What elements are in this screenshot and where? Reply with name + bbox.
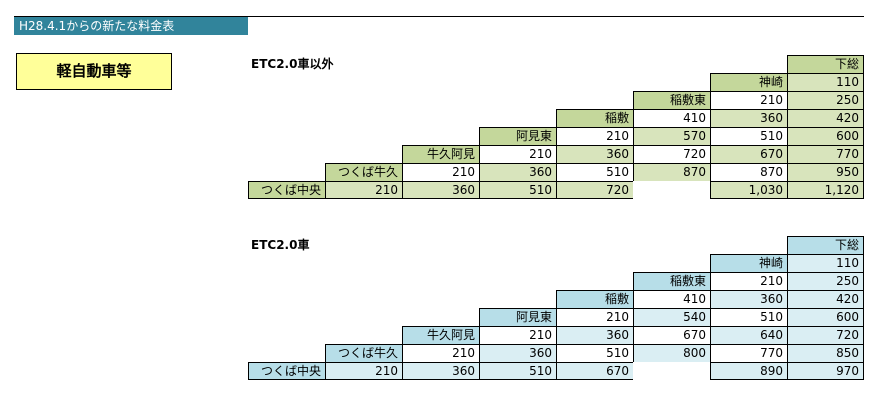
fare-cell: 410 [633, 290, 710, 308]
fare-cell: 670 [556, 362, 633, 380]
table-title-etc2: ETC2.0車 [251, 238, 310, 252]
vehicle-class-box: 軽自動車等 [16, 53, 172, 90]
fare-cell: 420 [787, 290, 864, 308]
fare-cell: 360 [710, 290, 787, 308]
station-label: 稲敷東 [633, 272, 710, 290]
station-label: 阿見東 [479, 127, 556, 145]
station-label: 稲敷 [556, 109, 633, 127]
fare-cell: 410 [633, 109, 710, 127]
top-rule [14, 16, 864, 17]
fare-cell: 360 [479, 163, 556, 181]
station-label: 下総 [787, 236, 864, 254]
station-label: 下総 [787, 55, 864, 73]
fare-cell: 720 [787, 326, 864, 344]
fare-cell: 570 [633, 127, 710, 145]
fare-cell: 770 [787, 145, 864, 163]
fare-cell: 360 [479, 344, 556, 362]
fare-cell: 210 [325, 362, 402, 380]
fare-cell: 1,030 [710, 181, 787, 199]
station-label: 稲敷東 [633, 91, 710, 109]
fare-cell: 250 [787, 272, 864, 290]
fare-cell: 420 [787, 109, 864, 127]
fare-cell: 510 [710, 127, 787, 145]
fare-cell: 600 [787, 127, 864, 145]
fare-cell: 210 [479, 145, 556, 163]
station-label: つくば中央 [248, 362, 325, 380]
fare-cell: 950 [787, 163, 864, 181]
fare-cell: 510 [556, 163, 633, 181]
station-label: 牛久阿見 [402, 326, 479, 344]
fare-cell: 510 [710, 308, 787, 326]
station-label: 稲敷 [556, 290, 633, 308]
fare-cell: 1,120 [787, 181, 864, 199]
fare-cell: 970 [787, 362, 864, 380]
fare-cell: 720 [556, 181, 633, 199]
fare-cell: 870 [633, 163, 710, 181]
table-title-etc-other: ETC2.0車以外 [251, 57, 334, 71]
fare-cell: 850 [787, 344, 864, 362]
fare-cell: 110 [787, 254, 864, 272]
station-label: 阿見東 [479, 308, 556, 326]
station-label: つくば中央 [248, 181, 325, 199]
fare-cell: 360 [402, 362, 479, 380]
station-label: 神崎 [710, 254, 787, 272]
fare-cell: 540 [633, 308, 710, 326]
page-banner: H28.4.1からの新たな料金表 [14, 17, 248, 35]
fare-cell: 360 [556, 145, 633, 163]
fare-cell: 360 [556, 326, 633, 344]
station-label: つくば牛久 [325, 163, 402, 181]
fare-cell: 510 [556, 344, 633, 362]
fare-cell: 210 [402, 163, 479, 181]
fare-cell: 600 [787, 308, 864, 326]
fare-cell: 110 [787, 73, 864, 91]
station-label: 神崎 [710, 73, 787, 91]
fare-cell: 210 [402, 344, 479, 362]
fare-cell: 210 [556, 308, 633, 326]
fare-cell: 890 [710, 362, 787, 380]
fare-cell: 670 [710, 145, 787, 163]
station-label: 牛久阿見 [402, 145, 479, 163]
fare-cell: 670 [633, 326, 710, 344]
station-label: つくば牛久 [325, 344, 402, 362]
fare-cell: 250 [787, 91, 864, 109]
fare-cell: 210 [325, 181, 402, 199]
fare-cell: 360 [710, 109, 787, 127]
fare-cell: 210 [710, 272, 787, 290]
fare-cell: 510 [479, 362, 556, 380]
fare-cell: 640 [710, 326, 787, 344]
fare-cell: 770 [710, 344, 787, 362]
fare-cell: 210 [710, 91, 787, 109]
fare-cell: 210 [556, 127, 633, 145]
fare-cell: 870 [710, 163, 787, 181]
fare-cell: 360 [402, 181, 479, 199]
fare-cell: 720 [633, 145, 710, 163]
fare-cell: 800 [633, 344, 710, 362]
fare-cell: 210 [479, 326, 556, 344]
fare-cell: 510 [479, 181, 556, 199]
